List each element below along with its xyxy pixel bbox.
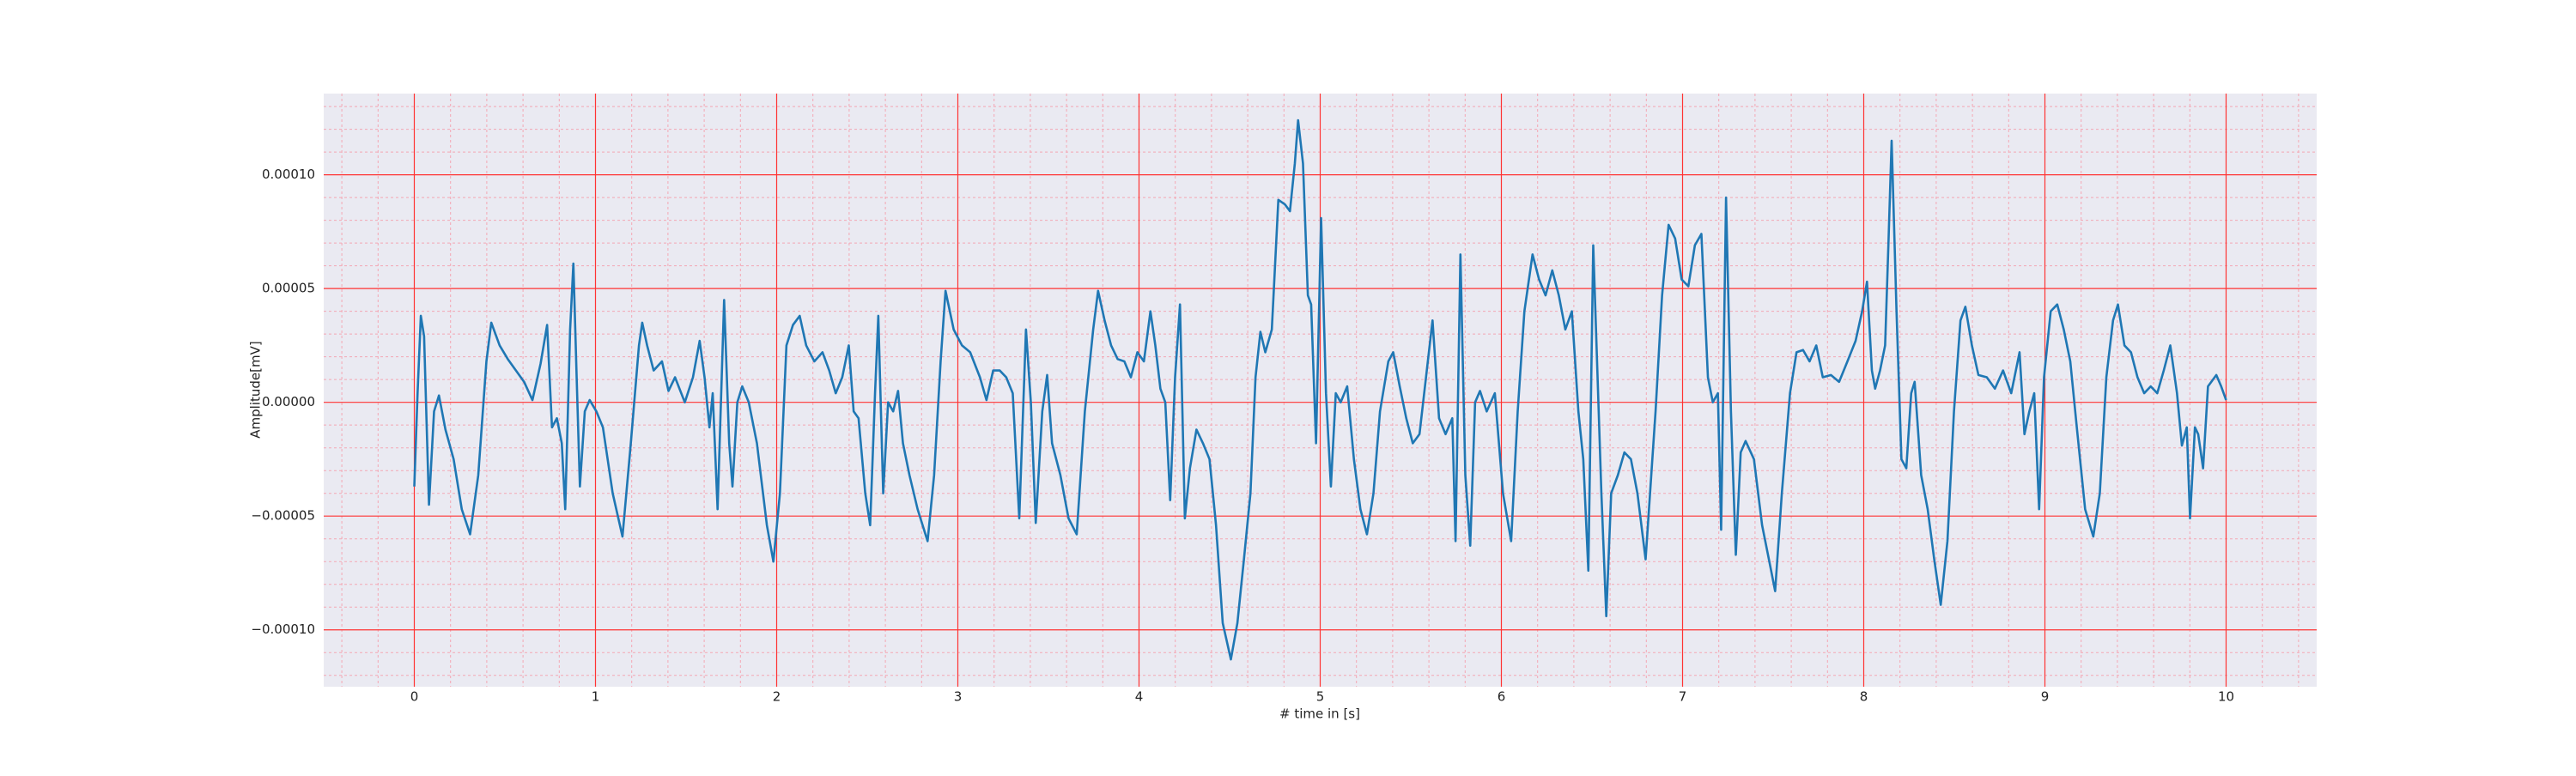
x-tick-label: 5 [1316,689,1325,705]
x-tick-label: 4 [1135,689,1144,705]
y-tick-label: 0.00000 [262,394,315,409]
x-tick-label: 1 [592,689,600,705]
x-tick-label: 10 [2218,689,2234,705]
x-tick-label: 7 [1679,689,1687,705]
x-tick-label: 6 [1498,689,1506,705]
x-axis-label: # time in [s] [1279,706,1360,722]
y-tick-label: −0.00005 [251,508,315,524]
y-axis-label: Amplitude[mV] [248,341,264,438]
x-tick-label: 3 [954,689,963,705]
x-tick-label: 2 [773,689,781,705]
x-tick-label: 9 [2041,689,2050,705]
y-tick-label: 0.00005 [262,281,315,296]
y-tick-label: −0.00010 [251,621,315,637]
signal-line [413,118,2227,661]
x-tick-label: 8 [1860,689,1868,705]
x-tick-label: 0 [410,689,419,705]
y-tick-label: 0.00010 [262,167,315,182]
